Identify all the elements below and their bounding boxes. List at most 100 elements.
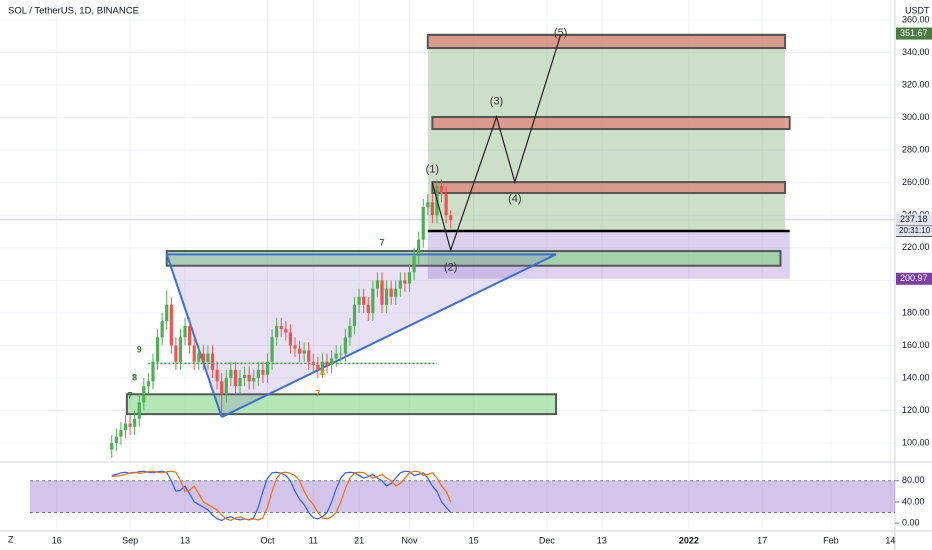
- price-tag-label: 200.97: [900, 273, 928, 283]
- candle-body: [339, 353, 343, 355]
- countdown-bg: [896, 225, 932, 237]
- y-tick-label: 180.00: [902, 307, 930, 317]
- x-tick-label: 17: [757, 535, 767, 545]
- candle-body: [165, 304, 169, 322]
- candle-body: [229, 369, 233, 379]
- candle-body: [169, 304, 173, 346]
- x-tick-label: 13: [597, 535, 607, 545]
- wave-label: (4): [508, 193, 521, 205]
- x-tick-label: Oct: [260, 535, 275, 545]
- zone: [427, 33, 786, 230]
- td-count: 9: [137, 345, 142, 355]
- candle-body: [160, 321, 164, 338]
- wave-label: (2): [444, 261, 457, 273]
- candle-body: [220, 381, 224, 395]
- candle-body: [334, 353, 338, 359]
- candle-body: [192, 345, 196, 362]
- wave-path: [431, 34, 562, 253]
- candle-body: [174, 345, 178, 362]
- chart-title: SOL / TetherUS, 1D, BINANCE: [8, 6, 139, 17]
- x-tick-label: 14: [885, 535, 895, 545]
- candle-body: [265, 361, 270, 375]
- candle-body: [178, 337, 183, 362]
- y-tick-label: 140.00: [902, 372, 930, 382]
- timezone-button[interactable]: Z: [8, 534, 14, 544]
- candle-body: [224, 378, 228, 395]
- candle-body: [288, 332, 292, 346]
- y-tick-label: 320.00: [902, 79, 930, 89]
- x-tick-label: 21: [354, 535, 364, 545]
- candle-body: [439, 185, 444, 195]
- candle-body: [155, 337, 160, 362]
- candle-body: [417, 239, 421, 256]
- x-tick-label: Dec: [539, 535, 556, 545]
- candle-body: [151, 361, 155, 382]
- indicator-band: [30, 480, 895, 513]
- zone: [431, 115, 791, 131]
- candle-body: [430, 202, 434, 216]
- candle-body: [210, 353, 215, 370]
- indicator-tick-label: 40.00: [902, 496, 925, 506]
- x-tick-label: 16: [52, 535, 62, 545]
- candle-body: [407, 272, 412, 284]
- candle-body: [297, 348, 302, 354]
- candle-body: [197, 353, 201, 362]
- candle-body: [256, 369, 260, 379]
- trend-line: [165, 254, 223, 418]
- candle-body: [206, 353, 210, 362]
- candle-body: [142, 386, 146, 403]
- wave-label: (5): [554, 27, 567, 39]
- candle-body: [412, 255, 416, 273]
- candle-body: [183, 325, 187, 338]
- x-tick-label: 11: [309, 535, 318, 545]
- candle-body: [252, 378, 256, 382]
- indicator-tick-label: 0.00: [902, 517, 920, 527]
- price-tag: [896, 27, 932, 40]
- candle-body: [307, 350, 311, 362]
- zone: [431, 181, 787, 194]
- candle-body: [398, 280, 402, 289]
- candle-body: [343, 337, 347, 354]
- candle-body: [357, 296, 361, 305]
- y-tick-label: 260.00: [902, 177, 930, 187]
- y-tick-label: 160.00: [902, 340, 930, 350]
- td-count: 8: [132, 372, 137, 382]
- x-tick-label: Nov: [401, 535, 418, 545]
- indicator-tick-label: 80.00: [902, 475, 925, 485]
- td-count: 7: [128, 390, 133, 400]
- x-tick-label: 2022: [679, 535, 699, 545]
- candle-body: [325, 361, 329, 365]
- candle-body: [348, 325, 352, 338]
- candle-body: [389, 288, 393, 297]
- y-tick-label: 120.00: [902, 405, 930, 415]
- zone: [125, 393, 558, 416]
- candle-body: [362, 296, 366, 305]
- candle-body: [293, 345, 297, 349]
- candle-body: [352, 304, 357, 326]
- candle-body: [137, 402, 141, 419]
- price-tag: [896, 213, 932, 226]
- zone: [426, 33, 787, 50]
- candle-body: [188, 325, 192, 346]
- x-tick-label: Sep: [122, 535, 138, 545]
- candle-body: [311, 361, 315, 365]
- candle-body: [302, 350, 306, 354]
- td-count: 7: [379, 237, 384, 247]
- indicator-line: [111, 470, 452, 522]
- candle-body: [110, 443, 114, 450]
- countdown: 20:31:10: [899, 226, 931, 235]
- candle-body: [394, 288, 398, 297]
- candle-body: [279, 325, 283, 330]
- candle-body: [146, 381, 151, 387]
- y-tick-label: 280.00: [902, 145, 930, 155]
- candle-body: [123, 423, 128, 431]
- candle-body: [426, 202, 430, 208]
- candle-body: [201, 353, 205, 362]
- wave-label: (3): [490, 95, 503, 107]
- candle-body: [284, 329, 288, 333]
- candle-body: [119, 430, 123, 437]
- candle-body: [320, 361, 325, 370]
- candle-body: [366, 304, 370, 313]
- candle-body: [371, 288, 375, 313]
